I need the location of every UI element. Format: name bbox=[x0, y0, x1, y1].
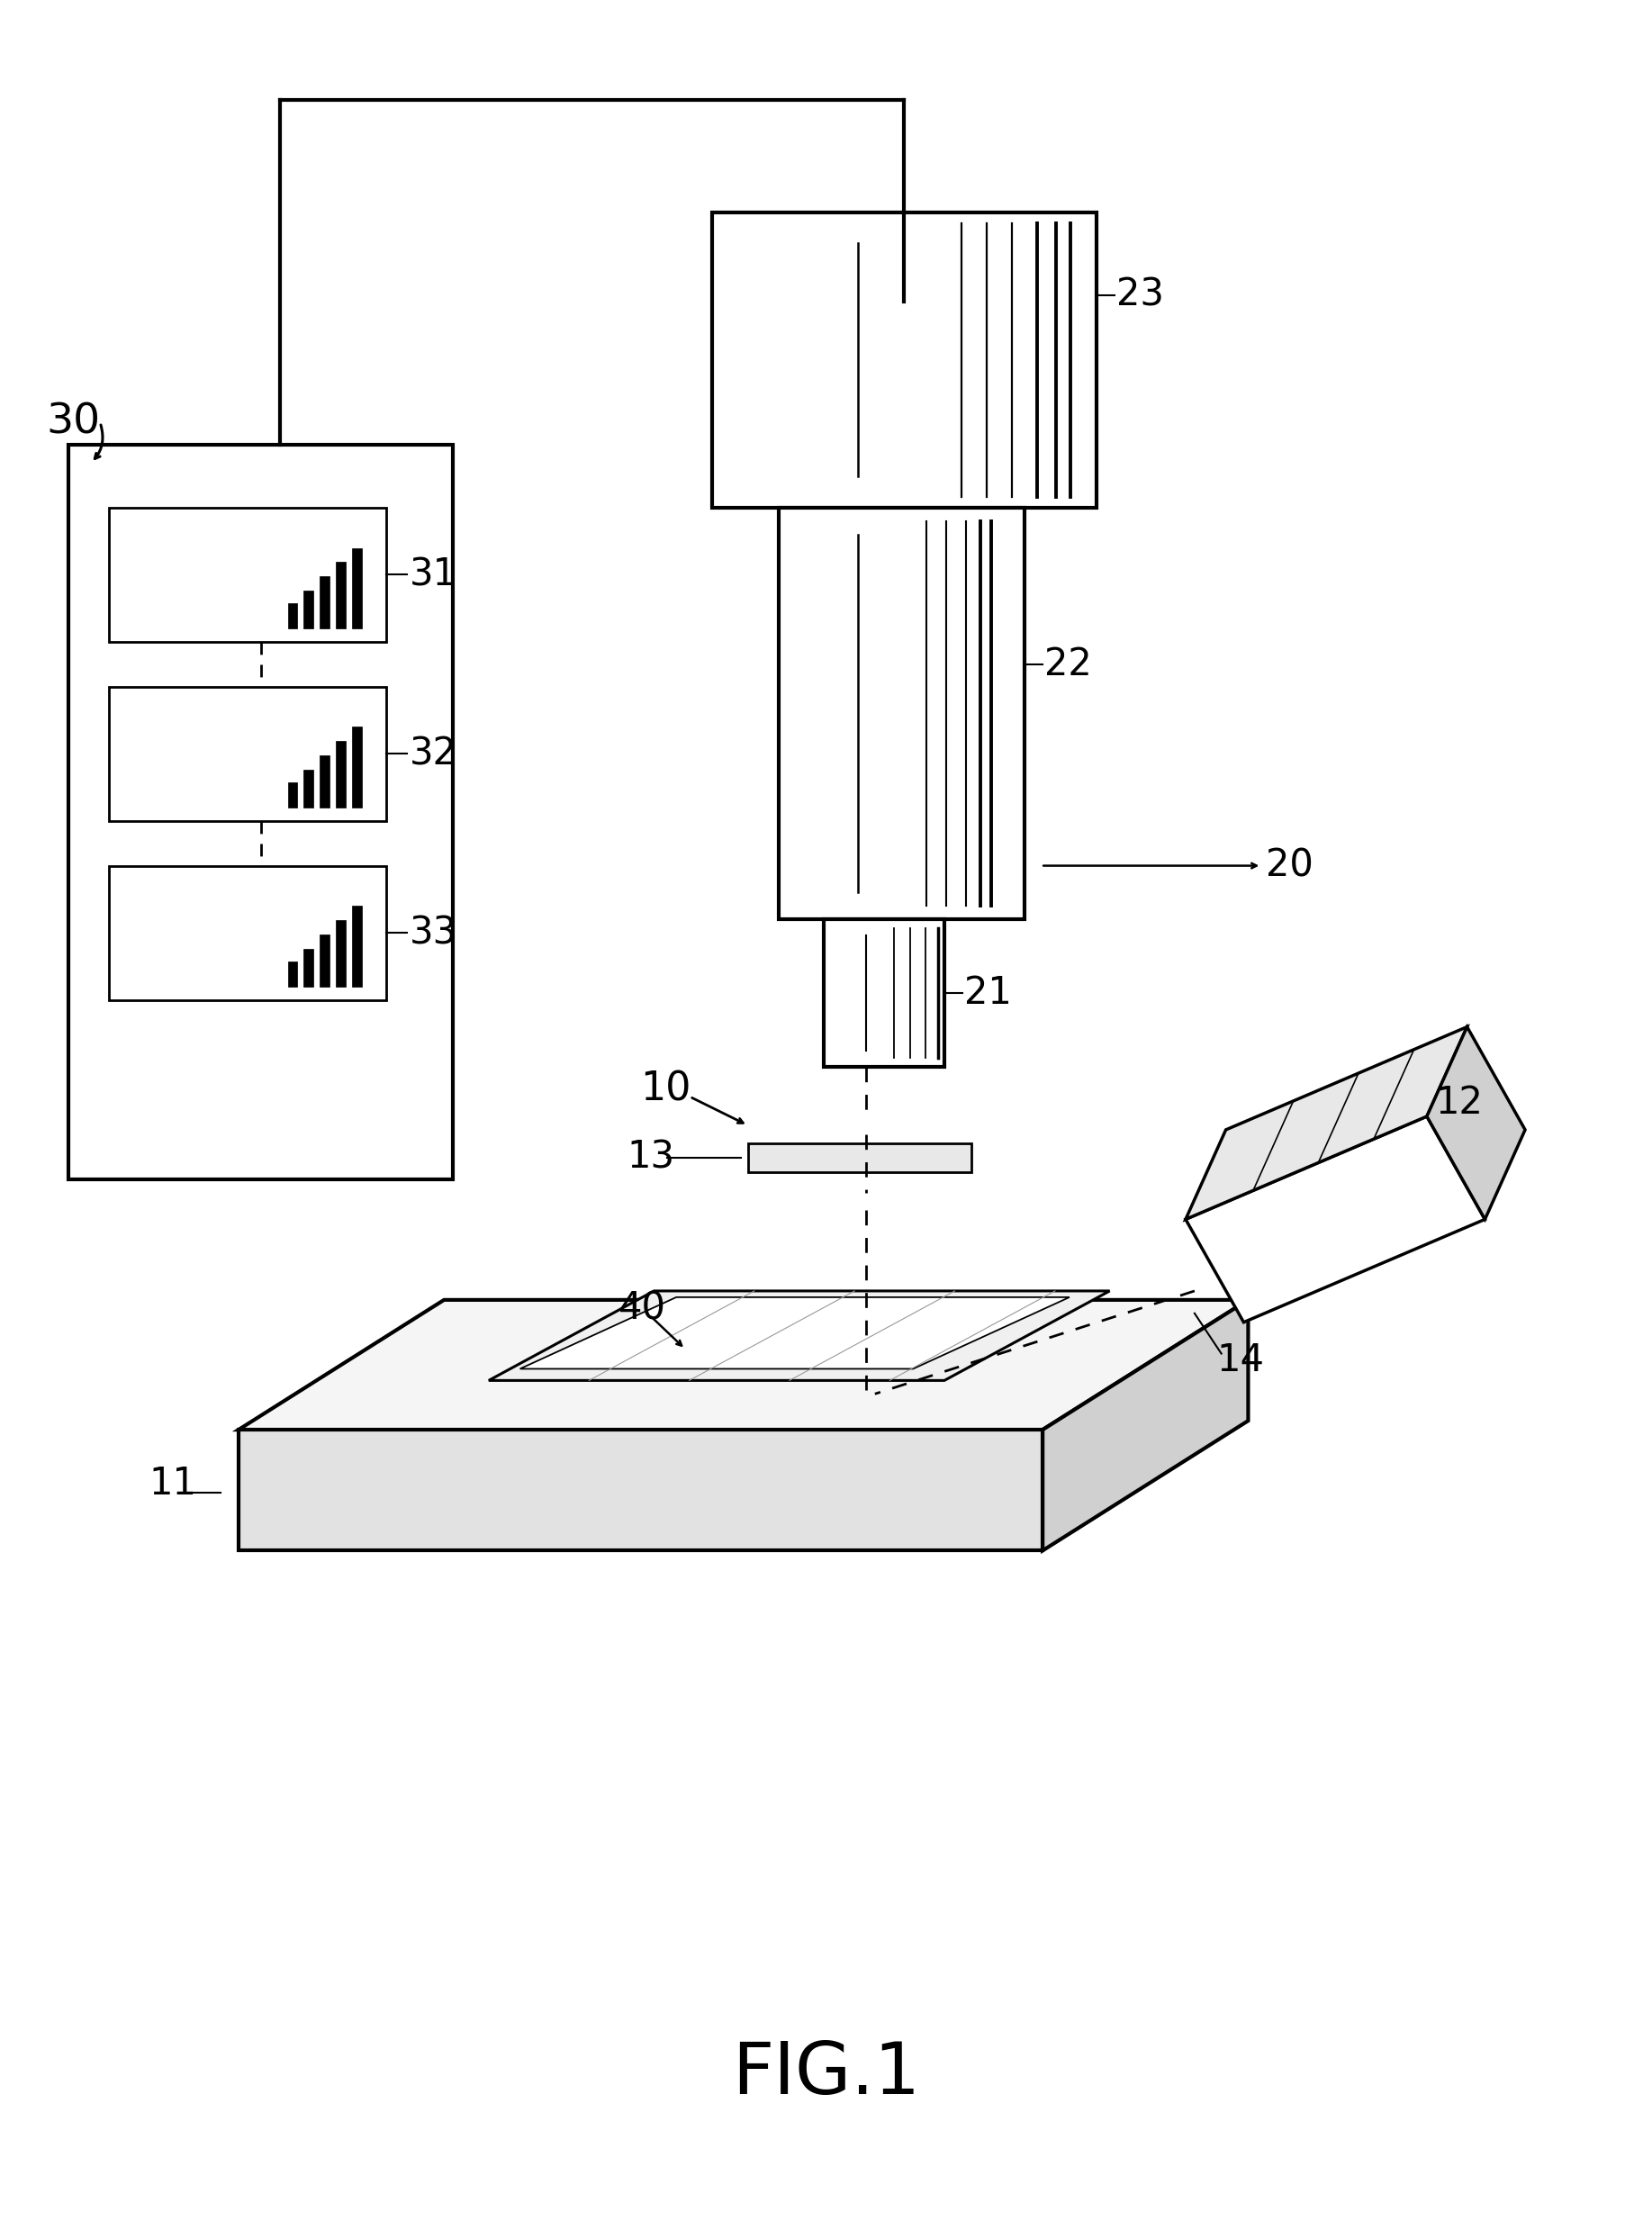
Bar bbox=[780, 508, 1024, 920]
Bar bbox=[320, 934, 330, 987]
Text: 12: 12 bbox=[1436, 1084, 1483, 1122]
Polygon shape bbox=[238, 1301, 1249, 1431]
Text: 30: 30 bbox=[46, 403, 101, 443]
Bar bbox=[335, 562, 345, 629]
Text: 23: 23 bbox=[1117, 275, 1163, 313]
Text: 21: 21 bbox=[965, 974, 1011, 1012]
Text: 10: 10 bbox=[641, 1070, 692, 1108]
Bar bbox=[109, 866, 387, 1001]
Text: 11: 11 bbox=[149, 1464, 197, 1502]
Bar bbox=[287, 781, 297, 808]
Bar bbox=[304, 591, 314, 629]
Polygon shape bbox=[520, 1296, 1069, 1368]
Text: 22: 22 bbox=[1044, 645, 1092, 683]
Text: 33: 33 bbox=[410, 914, 458, 952]
Bar bbox=[335, 741, 345, 808]
Text: 20: 20 bbox=[1265, 846, 1313, 884]
Bar bbox=[109, 687, 387, 822]
Bar bbox=[109, 508, 387, 643]
Bar bbox=[69, 446, 453, 1180]
Polygon shape bbox=[1186, 1028, 1467, 1220]
Bar bbox=[352, 907, 362, 987]
Polygon shape bbox=[1042, 1301, 1249, 1552]
Bar bbox=[352, 549, 362, 629]
Text: 40: 40 bbox=[618, 1290, 666, 1328]
Bar bbox=[304, 949, 314, 987]
Bar bbox=[712, 213, 1097, 508]
Bar bbox=[287, 602, 297, 629]
Polygon shape bbox=[1427, 1028, 1525, 1220]
Text: 32: 32 bbox=[410, 734, 458, 772]
Bar bbox=[320, 575, 330, 629]
Bar bbox=[287, 961, 297, 987]
Bar bbox=[335, 920, 345, 987]
Bar bbox=[320, 755, 330, 808]
Bar bbox=[824, 920, 945, 1068]
Polygon shape bbox=[489, 1292, 1110, 1381]
Text: FIG.1: FIG.1 bbox=[732, 2040, 920, 2109]
Bar bbox=[352, 728, 362, 808]
Text: 14: 14 bbox=[1218, 1341, 1264, 1379]
Text: 31: 31 bbox=[410, 555, 458, 593]
Text: 13: 13 bbox=[628, 1140, 676, 1175]
Polygon shape bbox=[238, 1431, 1042, 1552]
Polygon shape bbox=[1186, 1117, 1485, 1323]
Bar bbox=[304, 770, 314, 808]
Bar bbox=[748, 1144, 971, 1171]
